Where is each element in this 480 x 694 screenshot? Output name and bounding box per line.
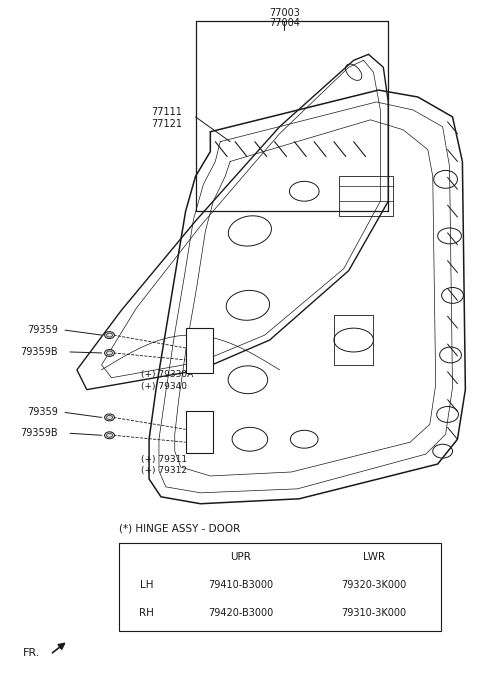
Text: 77111: 77111 bbox=[151, 107, 182, 117]
Bar bbox=[120, 543, 441, 631]
Text: 79359: 79359 bbox=[27, 325, 59, 335]
Bar bbox=[186, 412, 213, 453]
Ellipse shape bbox=[192, 443, 202, 453]
Ellipse shape bbox=[105, 332, 114, 339]
Ellipse shape bbox=[192, 337, 202, 347]
Text: LWR: LWR bbox=[363, 552, 385, 562]
Text: 79420-B3000: 79420-B3000 bbox=[208, 608, 273, 618]
Text: 77003: 77003 bbox=[269, 8, 300, 18]
Ellipse shape bbox=[192, 350, 202, 360]
Ellipse shape bbox=[192, 419, 202, 430]
Text: 79310-3K000: 79310-3K000 bbox=[341, 608, 407, 618]
Ellipse shape bbox=[105, 350, 114, 357]
Bar bbox=[186, 328, 213, 373]
Text: (+) 79330A: (+) 79330A bbox=[141, 371, 193, 380]
Text: 79359B: 79359B bbox=[21, 428, 58, 439]
Text: RH: RH bbox=[139, 608, 154, 618]
Text: (+) 79312: (+) 79312 bbox=[141, 466, 187, 475]
Bar bbox=[339, 176, 393, 216]
Text: 79410-B3000: 79410-B3000 bbox=[208, 580, 273, 590]
Text: (*) HINGE ASSY - DOOR: (*) HINGE ASSY - DOOR bbox=[120, 523, 240, 534]
Text: 79359: 79359 bbox=[27, 407, 59, 418]
Text: FR.: FR. bbox=[23, 648, 40, 657]
Text: 79320-3K000: 79320-3K000 bbox=[341, 580, 407, 590]
Ellipse shape bbox=[105, 432, 114, 439]
Ellipse shape bbox=[192, 431, 202, 441]
Text: 77121: 77121 bbox=[151, 119, 182, 129]
Text: 79359B: 79359B bbox=[21, 347, 58, 357]
Ellipse shape bbox=[105, 414, 114, 421]
Text: 77004: 77004 bbox=[269, 17, 300, 28]
Ellipse shape bbox=[192, 363, 202, 373]
Text: UPR: UPR bbox=[230, 552, 251, 562]
Text: (+) 79340: (+) 79340 bbox=[141, 382, 187, 391]
Text: LH: LH bbox=[140, 580, 153, 590]
Text: (+) 79311: (+) 79311 bbox=[141, 455, 187, 464]
